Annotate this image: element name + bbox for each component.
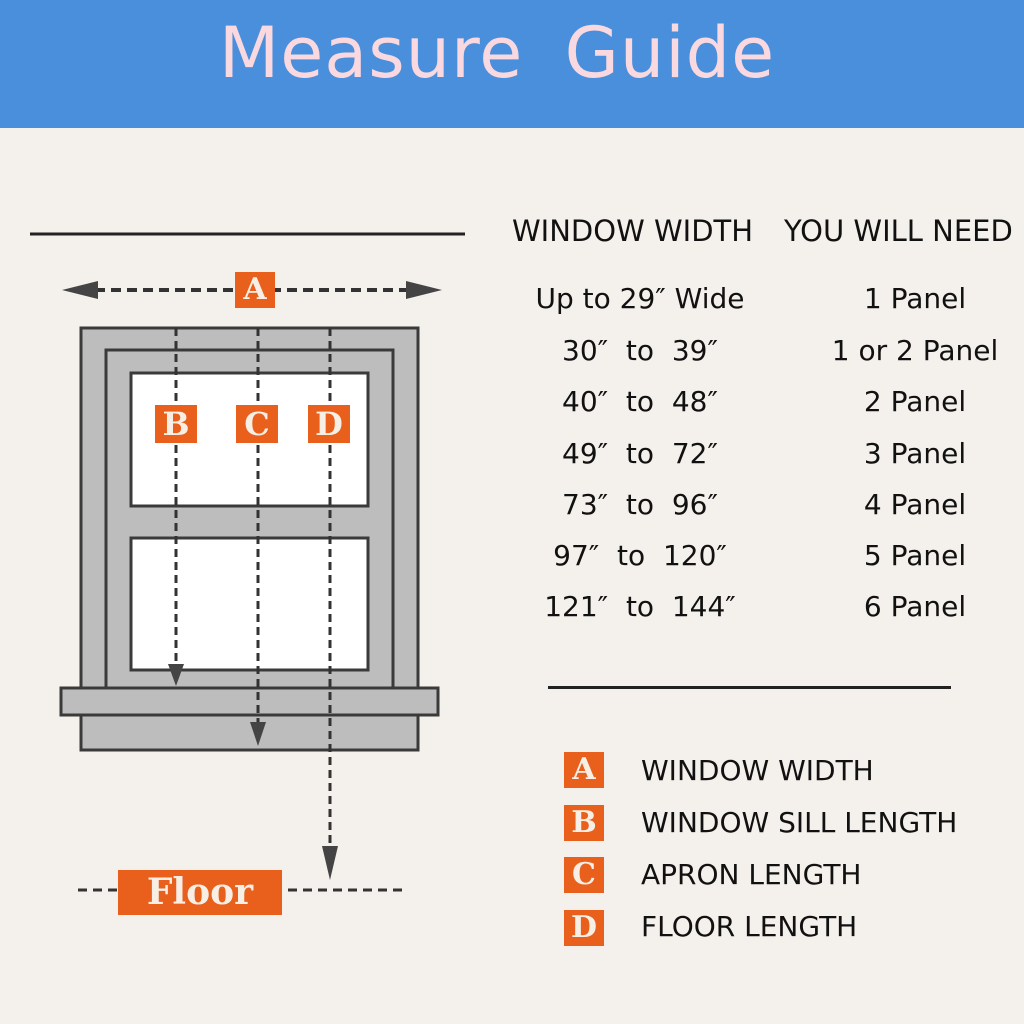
header-window-width: WINDOW WIDTH	[512, 214, 754, 248]
row-width: 121″ to 144″	[544, 590, 736, 623]
legend-divider	[548, 686, 951, 689]
row-width: 97″ to 120″	[553, 539, 727, 572]
arrow-down-icon	[250, 722, 266, 746]
legend-text: WINDOW WIDTH	[641, 754, 874, 787]
legend-key: A	[564, 752, 604, 788]
row-need: 4 Panel	[863, 488, 967, 521]
row-need: 1 or 2 Panel	[831, 334, 999, 367]
legend-text: WINDOW SILL LENGTH	[641, 806, 958, 839]
label-d: D	[308, 405, 350, 443]
label-a: A	[235, 272, 275, 308]
apron	[79, 713, 420, 752]
row-width: 73″ to 96″	[562, 488, 718, 521]
row-width: 40″ to 48″	[562, 385, 718, 418]
header-you-will-need: YOU WILL NEED	[784, 214, 1013, 248]
legend-key: B	[564, 805, 604, 841]
row-need: 6 Panel	[863, 590, 967, 623]
row-need: 5 Panel	[863, 539, 967, 572]
row-width: Up to 29″ Wide	[535, 282, 745, 315]
arrow-left-icon	[62, 281, 98, 299]
page-title: Measure Guide	[218, 12, 776, 94]
label-c: C	[236, 405, 278, 443]
legend-key: C	[564, 857, 604, 893]
legend-text: FLOOR LENGTH	[641, 910, 858, 943]
row-need: 2 Panel	[863, 385, 967, 418]
legend-text: APRON LENGTH	[641, 858, 862, 891]
row-width: 30″ to 39″	[562, 334, 718, 367]
arrow-right-icon	[406, 281, 442, 299]
arrow-down-icon	[168, 664, 184, 686]
row-need: 3 Panel	[863, 437, 967, 470]
legend-key: D	[564, 910, 604, 946]
header-banner: Measure Guide	[0, 0, 1024, 128]
floor-label: Floor	[118, 870, 282, 915]
window-sill	[59, 686, 440, 717]
label-b: B	[155, 405, 197, 443]
row-need: 1 Panel	[863, 282, 967, 315]
arrow-down-icon	[322, 846, 338, 880]
row-width: 49″ to 72″	[562, 437, 718, 470]
lower-pane	[129, 536, 370, 672]
